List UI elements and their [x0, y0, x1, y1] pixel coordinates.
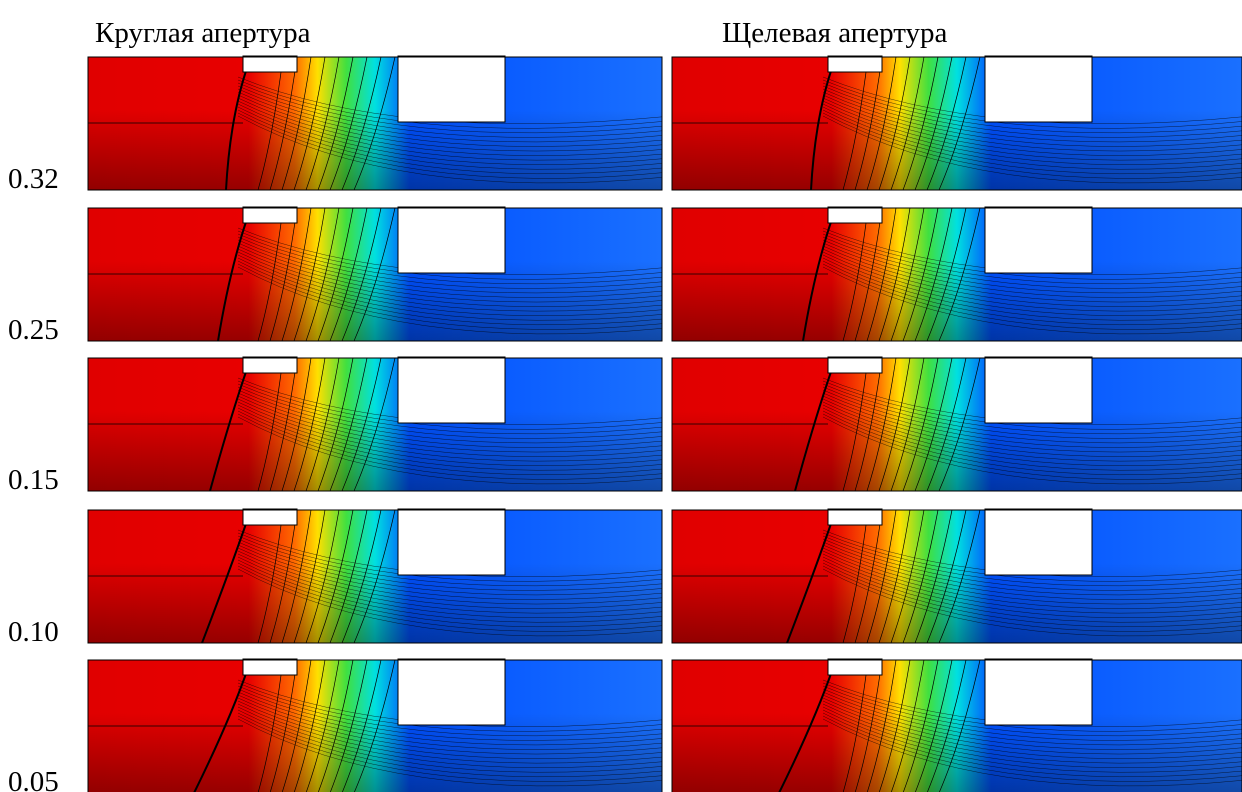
small-notch: [243, 357, 297, 373]
simulation-panel: [88, 56, 662, 190]
column-title: Круглая апертура: [95, 17, 311, 49]
field-shade: [672, 57, 1242, 190]
large-notch: [985, 207, 1092, 273]
small-notch: [828, 357, 882, 373]
large-notch: [985, 509, 1092, 575]
small-notch: [828, 56, 882, 72]
row-labels: 0.32 0.25 0.15 0.10 0.05: [8, 163, 59, 792]
panels: [88, 56, 1242, 792]
field-shade: [88, 57, 662, 190]
small-notch: [828, 659, 882, 675]
simulation-panel: [88, 357, 662, 491]
simulation-panel: [88, 509, 662, 643]
simulation-panel: [672, 659, 1242, 792]
large-notch: [398, 357, 505, 423]
field-shade: [672, 208, 1242, 341]
row-label: 0.32: [8, 163, 59, 195]
small-notch: [243, 207, 297, 223]
simulation-panel: [672, 509, 1242, 643]
field-shade: [672, 358, 1242, 491]
row-label: 0.10: [8, 616, 59, 648]
row-label: 0.25: [8, 314, 59, 346]
small-notch: [828, 207, 882, 223]
field-shade: [88, 358, 662, 491]
field-shade: [88, 208, 662, 341]
field-shade: [672, 510, 1242, 643]
large-notch: [398, 56, 505, 122]
row-label: 0.05: [8, 766, 59, 792]
simulation-panel: [672, 56, 1242, 190]
row-label: 0.15: [8, 464, 59, 496]
large-notch: [398, 659, 505, 725]
large-notch: [398, 207, 505, 273]
figure: Круглая апертура Щелевая апертура 0.320.…: [0, 0, 1242, 792]
simulation-panel: [88, 659, 662, 792]
field-shade: [88, 510, 662, 643]
small-notch: [243, 659, 297, 675]
small-notch: [828, 509, 882, 525]
simulation-panel: [88, 207, 662, 341]
small-notch: [243, 56, 297, 72]
simulation-panel: [672, 357, 1242, 491]
large-notch: [985, 357, 1092, 423]
large-notch: [985, 659, 1092, 725]
small-notch: [243, 509, 297, 525]
simulation-panel: [672, 207, 1242, 341]
column-title: Щелевая апертура: [722, 17, 948, 49]
large-notch: [398, 509, 505, 575]
large-notch: [985, 56, 1092, 122]
